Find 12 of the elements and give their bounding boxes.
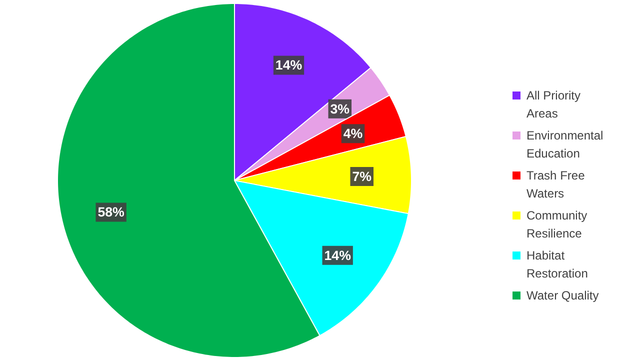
legend-label: Habitat Restoration	[526, 248, 588, 281]
legend-label: Water Quality	[526, 288, 599, 302]
legend-label: Environmental Education	[526, 128, 604, 161]
data-label: 58%	[98, 204, 125, 220]
data-label: 7%	[352, 168, 372, 184]
data-label: 3%	[330, 101, 350, 116]
data-label: 4%	[343, 126, 363, 142]
data-label: 14%	[275, 58, 302, 73]
data-label: 14%	[324, 248, 352, 263]
legend-label: All Priority Areas	[526, 88, 581, 121]
legend-label: Community Resilience	[526, 208, 588, 241]
legend-label: Trash Free Waters	[526, 168, 586, 201]
